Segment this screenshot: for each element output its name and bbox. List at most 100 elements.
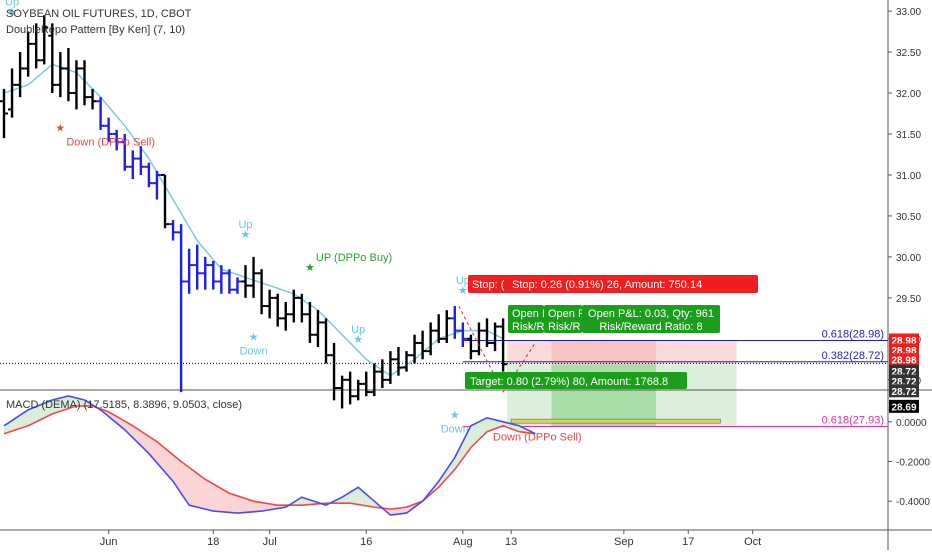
- macd-line: [3, 395, 536, 516]
- ohlc-bar: [209, 261, 218, 290]
- ohlc-bar: [217, 265, 226, 294]
- macd-fill: [225, 490, 230, 513]
- macd-fill: [301, 497, 306, 506]
- risk-reward-label: Risk/Reward Ratio: 8: [599, 321, 702, 333]
- ohlc-bar: [56, 52, 65, 98]
- macd-fill: [44, 401, 49, 418]
- signal-label: Up: [351, 324, 365, 336]
- ohlc-bar: [499, 318, 508, 372]
- ohlc-bar: [8, 68, 17, 118]
- ohlc-bar: [322, 318, 330, 364]
- x-tick-label: Aug: [453, 536, 473, 548]
- ohlc-bar: [136, 146, 145, 175]
- price-label: 28.72: [891, 377, 916, 388]
- ohlc-bar: [265, 289, 274, 319]
- ohlc-bar: [418, 330, 427, 360]
- ohlc-bar: [370, 363, 379, 397]
- macd-fill: [169, 451, 174, 482]
- ohlc-bar: [346, 371, 355, 405]
- macd-fill: [60, 396, 65, 412]
- macd-fill: [233, 494, 238, 514]
- ohlc-bar: [289, 289, 298, 323]
- ohlc-bar: [88, 88, 97, 110]
- macd-y-tick-label: 0.0000: [896, 418, 927, 429]
- signal-label: Up: [456, 275, 470, 287]
- macd-fill: [72, 396, 77, 408]
- risk-label-overlap: Risk/R: [512, 321, 544, 333]
- stop-label: Stop: 0.26 (0.91%) 26, Amount: 750.14: [512, 279, 702, 291]
- macd-fill: [140, 431, 145, 450]
- open-pl-label: Open P&L: 0.03, Qty: 961: [588, 308, 714, 320]
- macd-fill: [442, 469, 447, 483]
- price-label: 28.98: [891, 346, 916, 357]
- price-label-box: [889, 343, 919, 357]
- macd-fill: [474, 421, 479, 444]
- price-label-box: [889, 399, 919, 413]
- price-label-box: [889, 353, 919, 367]
- ohlc-bar: [313, 310, 322, 348]
- macd-y-tick-label: -0.2000: [896, 457, 930, 468]
- pl-label-box: [582, 305, 720, 333]
- macd-fill: [76, 397, 81, 406]
- macd-fill: [362, 490, 367, 506]
- macd-fill: [64, 396, 69, 410]
- signal-star-icon: ★: [249, 331, 259, 343]
- fib-level-label: 0.618(27.93): [822, 415, 884, 427]
- macd-fill: [156, 441, 161, 468]
- macd-fill: [160, 444, 165, 473]
- macd-fill: [189, 467, 194, 507]
- macd-fill: [152, 439, 157, 463]
- open-label-box-b: [544, 305, 582, 333]
- macd-fill: [148, 436, 153, 459]
- ohlc-bar: [434, 314, 443, 343]
- macd-fill: [20, 412, 25, 429]
- fib-level-label: 0.618(28.98): [822, 328, 884, 340]
- macd-fill: [261, 502, 266, 512]
- price-axis: 33.00 32.50 32.00 31.50 31.00 30.50 30.00 29.50…: [100, 7, 931, 548]
- ma-line: [3, 63, 504, 377]
- signal-star-icon: ★: [241, 229, 251, 241]
- macd-fill: [491, 418, 496, 431]
- fib-levels: 0.618(28.98) 0.382(28.72) 0.618(27.93): [462, 328, 888, 428]
- ohlc-bar: [48, 23, 57, 94]
- fib-level-label: 0.382(28.72): [822, 350, 884, 362]
- signal-label: Down: [441, 423, 469, 435]
- y-tick-label: 31.00: [896, 171, 921, 182]
- ohlc-bar: [104, 117, 113, 143]
- signal-star-icon: ★: [55, 123, 65, 135]
- macd-fill: [136, 428, 141, 446]
- macd-fill: [354, 487, 359, 505]
- ohlc-bar: [24, 31, 33, 77]
- macd-fill: [28, 408, 33, 426]
- indicator-name: DoubleRepo Pattern [By Ken] (7, 10): [6, 24, 185, 36]
- macd-fill: [40, 403, 45, 420]
- ohlc-bar: [32, 23, 41, 69]
- open-label-overlap: Open P: [548, 308, 585, 320]
- x-tick-label: 16: [360, 536, 372, 548]
- ohlc-bar: [474, 322, 483, 356]
- macd-title: MACD (DEMA) (17.5185, 8.3896, 9.0503, cl…: [6, 399, 242, 411]
- macd-y-tick-label: -0.4000: [896, 497, 930, 508]
- y-tick-label: 31.50: [896, 130, 921, 141]
- target-bar: [510, 418, 721, 424]
- macd-fill: [241, 497, 246, 513]
- macd-fill: [237, 495, 242, 514]
- macd-fill: [265, 503, 270, 511]
- ohlc-bar: [128, 150, 137, 180]
- y-tick-label: 33.00: [896, 7, 921, 18]
- x-tick-label: Sep: [614, 536, 634, 548]
- position-zones: [507, 340, 737, 427]
- ohlc-bar: [402, 351, 411, 372]
- macd-fill: [350, 489, 355, 504]
- x-tick-label: Jul: [263, 536, 277, 548]
- ohlc-bar: [201, 256, 210, 290]
- ohlc-bar: [241, 265, 250, 298]
- macd-fill: [32, 406, 37, 424]
- y-tick-label: 32.50: [896, 48, 921, 59]
- macd-fill: [12, 417, 17, 432]
- ohlc-bar: [458, 322, 467, 348]
- x-tick-label: Oct: [744, 536, 761, 548]
- ohlc-bar: [225, 269, 234, 294]
